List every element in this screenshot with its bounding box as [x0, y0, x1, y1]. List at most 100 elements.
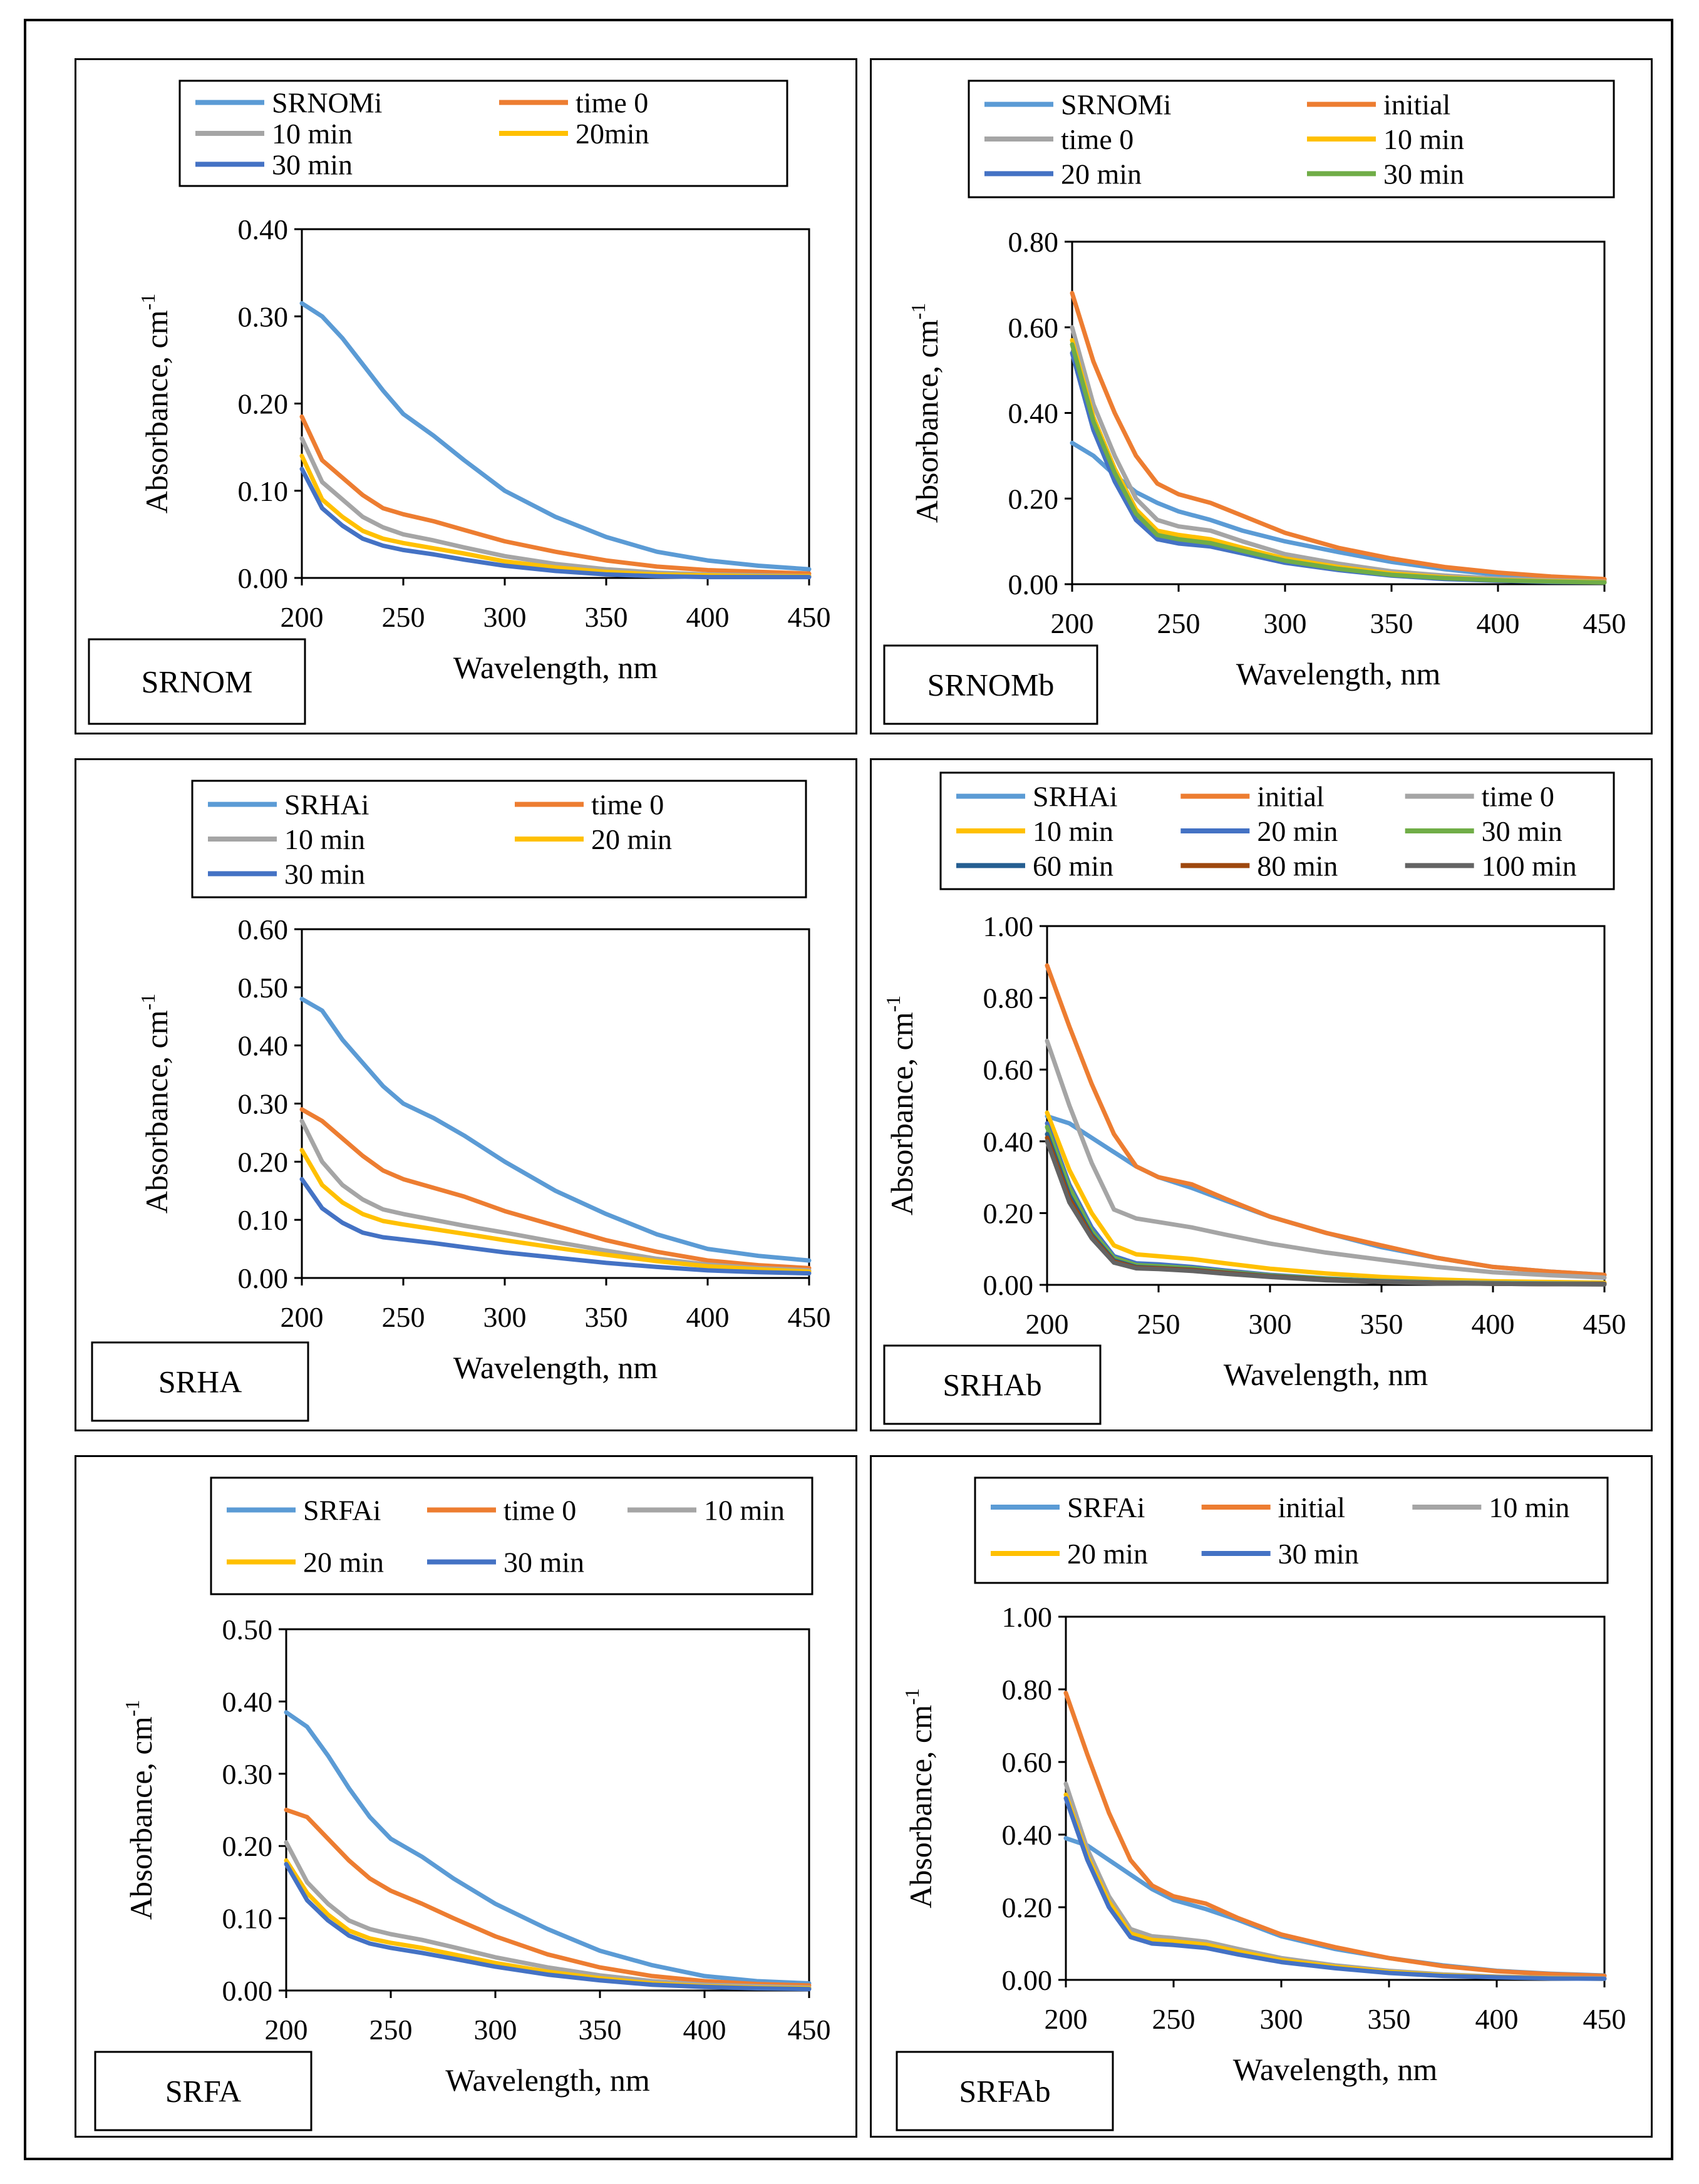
legend-label-initial: initial: [1383, 89, 1450, 121]
x-tick-label: 250: [1157, 607, 1201, 639]
x-tick-label: 200: [281, 601, 324, 633]
x-tick-label: 250: [382, 601, 425, 633]
y-tick-label: 0.00: [983, 1269, 1034, 1301]
chart-srha: 0.00 0.10 0.20 0.30 0.40 0.50 0.60 200 250 300 350…: [91, 780, 831, 1422]
legend-label-srhai: SRHAi: [284, 789, 369, 821]
x-tick-label: 300: [483, 1301, 527, 1333]
y-tick-label: 0.30: [238, 1088, 289, 1120]
series-line-time-0: [299, 1107, 812, 1270]
legend-label-srfai: SRFAi: [1067, 1491, 1145, 1523]
panel-srnom: 0.00 0.10 0.20 0.30 0.40 200 250 300 350 400 450 Wa…: [75, 58, 857, 734]
y-tick-label: 0.30: [222, 1758, 273, 1790]
legend-label-initial: initial: [1278, 1491, 1345, 1523]
x-tick-label: 450: [1583, 2003, 1626, 2035]
legend-box: [210, 1476, 813, 1595]
series-line-srfai: [284, 1710, 812, 1986]
y-tick-label: 0.20: [983, 1197, 1034, 1229]
x-tick-label: 350: [1360, 1308, 1403, 1340]
y-tick-label: 0.50: [238, 972, 289, 1004]
x-tick-label: 400: [686, 601, 730, 633]
chart-srfa: 0.00 0.10 0.20 0.30 0.40 0.50 200 250 300 350 400 4…: [94, 1476, 831, 2131]
x-tick-label: 300: [483, 601, 527, 633]
legend-label-20-min: 20 min: [1067, 1538, 1148, 1570]
sample-tag-box: [88, 638, 306, 725]
sample-tag-box: [91, 1341, 309, 1422]
series-line-initial: [1070, 291, 1607, 582]
y-tick-label: 0.60: [1002, 1746, 1053, 1778]
sample-tag-label: SRFA: [165, 2074, 241, 2109]
x-tick-label: 250: [369, 2014, 413, 2046]
y-tick-label: 0.60: [238, 914, 289, 945]
panel-srha: 0.00 0.10 0.20 0.30 0.40 0.50 0.60 200 250 300 350…: [75, 758, 857, 1431]
x-tick-label: 450: [788, 1301, 831, 1333]
x-tick-label: 300: [1260, 2003, 1303, 2035]
series-line-30-min: [284, 1862, 812, 1992]
legend-label-30-min: 30 min: [1482, 815, 1562, 847]
x-axis-label: Wavelength, nm: [453, 1350, 658, 1385]
x-tick-label: 250: [1152, 2003, 1195, 2035]
x-tick-label: 350: [1368, 2003, 1411, 2035]
x-tick-label: 400: [683, 2014, 726, 2046]
legend-label-10-min: 10 min: [1033, 815, 1113, 847]
series-line-srhai: [299, 996, 812, 1263]
chart-srnom: 0.00 0.10 0.20 0.30 0.40 200 250 300 350 400 450 Wa…: [88, 80, 831, 725]
y-tick-label: 0.40: [222, 1686, 273, 1718]
sample-tag-box: [94, 2051, 312, 2131]
legend-box: [974, 1476, 1609, 1584]
legend-label-srnomi: SRNOMi: [1061, 89, 1171, 121]
sample-tag-box: [883, 1344, 1102, 1425]
y-axis-label: Absorbance, cm-1: [882, 996, 919, 1216]
legend-label-10-min: 10 min: [704, 1495, 785, 1527]
legend-label-time-0: time 0: [1482, 781, 1554, 813]
chart-srhab: 0.00 0.20 0.40 0.60 0.80 1.00 200 250 300 350 400 4…: [882, 771, 1626, 1425]
x-axis-label: Wavelength, nm: [453, 650, 658, 685]
legend-label-10-min: 10 min: [1489, 1491, 1569, 1523]
panel-srfab: 0.00 0.20 0.40 0.60 0.80 1.00 200 250 300 350 400 4…: [870, 1455, 1653, 2138]
y-tick-label: 0.20: [238, 388, 289, 420]
chart-srfab: 0.00 0.20 0.40 0.60 0.80 1.00 200 250 300 350 400 4…: [896, 1476, 1626, 2131]
x-axis-label: Wavelength, nm: [445, 2063, 650, 2098]
sample-tag-box: [883, 644, 1098, 725]
y-tick-label: 0.00: [1008, 569, 1059, 600]
legend-label-initial: initial: [1257, 781, 1324, 813]
legend-label-10-min: 10 min: [284, 823, 365, 855]
legend-label-time-0: time 0: [1061, 123, 1134, 155]
y-tick-label: 0.60: [983, 1054, 1034, 1086]
legend-box: [939, 771, 1615, 890]
y-tick-label: 0.00: [238, 1262, 289, 1294]
x-tick-label: 200: [281, 1301, 324, 1333]
y-tick-label: 0.10: [238, 1204, 289, 1236]
x-tick-label: 200: [1045, 2003, 1088, 2035]
legend-label-srfai: SRFAi: [303, 1495, 381, 1527]
y-tick-label: 0.60: [1008, 312, 1059, 344]
y-axis-label: Absorbance, cm-1: [137, 294, 174, 514]
series-line-30-min: [299, 1177, 812, 1276]
x-tick-label: 200: [1051, 607, 1094, 639]
sample-tag-label: SRHAb: [942, 1368, 1041, 1403]
y-tick-label: 0.20: [238, 1146, 289, 1178]
legend-label-30-min: 30 min: [272, 148, 353, 180]
series-line-30-min: [299, 466, 812, 580]
series-line-srnomi: [299, 301, 812, 572]
legend-label-srhai: SRHAi: [1033, 781, 1117, 813]
y-axis-label: Absorbance, cm-1: [137, 994, 174, 1214]
y-tick-label: 0.40: [238, 214, 289, 245]
plot-area: [1065, 1615, 1606, 1981]
y-tick-label: 0.10: [238, 475, 289, 507]
y-tick-label: 1.00: [983, 910, 1034, 942]
y-tick-label: 0.80: [983, 982, 1034, 1014]
series-line-time-0: [299, 414, 812, 576]
x-tick-label: 200: [265, 2014, 308, 2046]
y-tick-label: 0.20: [1008, 483, 1059, 515]
y-tick-label: 0.30: [238, 301, 289, 332]
legend-label-100-min: 100 min: [1482, 850, 1577, 882]
panel-srfa: 0.00 0.10 0.20 0.30 0.40 0.50 200 250 300 350 400 4…: [75, 1455, 857, 2138]
y-tick-label: 0.50: [222, 1614, 273, 1646]
legend-label-80-min: 80 min: [1257, 850, 1338, 882]
legend-label-20-min: 20 min: [1061, 158, 1142, 190]
legend-box: [968, 80, 1615, 198]
sample-tag-label: SRFAb: [959, 2074, 1050, 2109]
legend-label-20min: 20min: [576, 118, 649, 150]
y-tick-label: 0.40: [1002, 1819, 1053, 1851]
x-tick-label: 450: [1583, 1308, 1626, 1340]
